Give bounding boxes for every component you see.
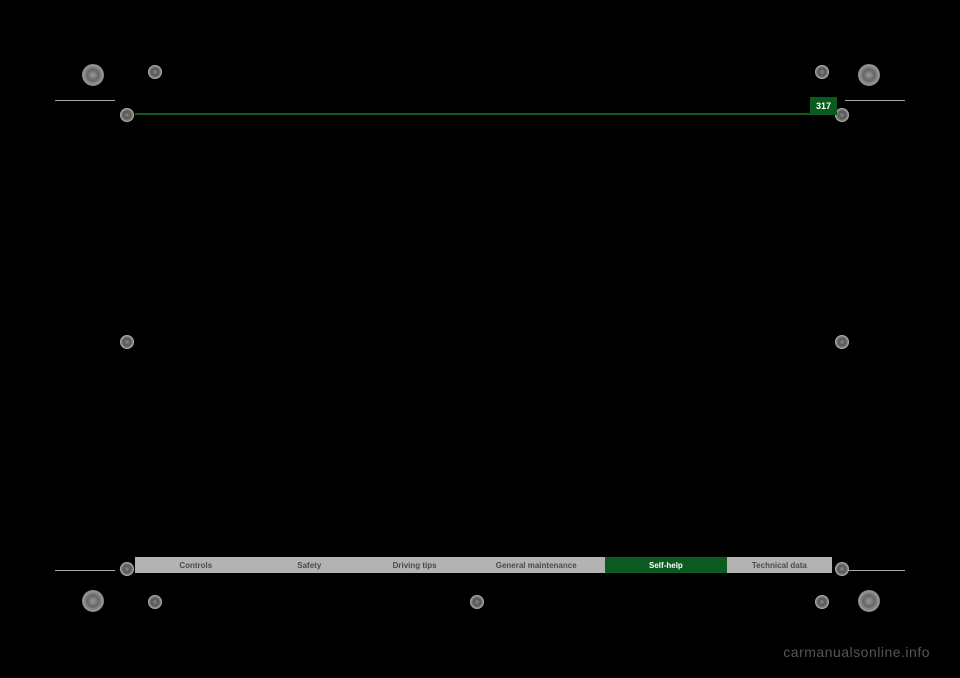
header-rule (135, 113, 814, 115)
crop-line (55, 570, 115, 571)
registration-mark-icon (815, 65, 829, 79)
watermark-label: carmanualsonline.info (783, 644, 930, 660)
page-number-badge: 317 (810, 97, 837, 115)
crop-line (845, 100, 905, 101)
nav-item-controls[interactable]: Controls (135, 557, 257, 573)
nav-label: Self-help (649, 561, 683, 570)
registration-mark-icon (858, 64, 880, 86)
watermark-text: carmanualsonline.info (783, 644, 930, 660)
crop-line (55, 100, 115, 101)
registration-mark-icon (148, 595, 162, 609)
nav-item-technical-data[interactable]: Technical data (727, 557, 832, 573)
registration-mark-icon (82, 590, 104, 612)
nav-item-driving-tips[interactable]: Driving tips (362, 557, 467, 573)
registration-mark-icon (148, 65, 162, 79)
registration-mark-icon (835, 335, 849, 349)
registration-mark-icon (835, 562, 849, 576)
nav-label: Technical data (752, 561, 807, 570)
registration-mark-icon (858, 590, 880, 612)
nav-label: General maintenance (496, 561, 577, 570)
registration-mark-icon (815, 595, 829, 609)
registration-mark-icon (120, 108, 134, 122)
registration-mark-icon (470, 595, 484, 609)
registration-mark-icon (120, 335, 134, 349)
nav-label: Controls (179, 561, 212, 570)
nav-item-safety[interactable]: Safety (257, 557, 362, 573)
registration-mark-icon (835, 108, 849, 122)
nav-label: Safety (297, 561, 321, 570)
page-number: 317 (816, 101, 831, 111)
registration-mark-icon (82, 64, 104, 86)
nav-item-general-maintenance[interactable]: General maintenance (467, 557, 605, 573)
crop-line (845, 570, 905, 571)
registration-mark-icon (120, 562, 134, 576)
nav-label: Driving tips (393, 561, 437, 570)
footer-nav: Controls Safety Driving tips General mai… (135, 557, 832, 573)
nav-item-self-help[interactable]: Self-help (605, 557, 727, 573)
